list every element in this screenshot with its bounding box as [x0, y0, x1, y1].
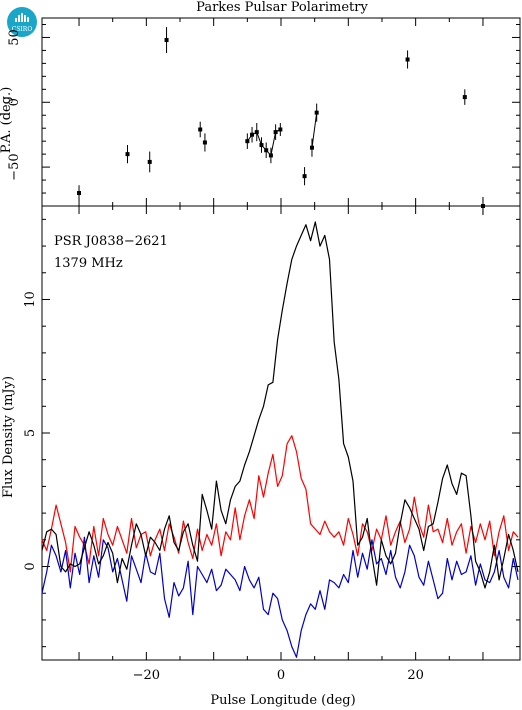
pa-point — [245, 133, 250, 149]
pa-point — [302, 167, 307, 186]
pa-point — [314, 103, 319, 122]
pa-marker — [309, 145, 314, 150]
pa-marker — [198, 127, 203, 132]
pa-y-axis-label: P.A. (deg.) — [0, 87, 14, 154]
flux-series-circular — [41, 536, 519, 658]
csiro-logo: CSIRO — [7, 7, 37, 37]
figure-title: Parkes Pulsar Polarimetry — [196, 0, 368, 15]
pa-axis-ticks — [42, 18, 520, 206]
pa-marker — [264, 148, 269, 153]
pa-marker — [259, 143, 264, 148]
flux-x-tick-label: 20 — [407, 668, 424, 683]
frequency-annotation: 1379 MHz — [54, 256, 123, 271]
pa-point — [198, 121, 203, 138]
flux-tick-labels: 0 5 10 −20 0 20 — [23, 291, 424, 683]
logo-text: CSIRO — [12, 26, 33, 33]
pa-panel: −50 0 50 P.A. (deg.) — [0, 17, 521, 216]
flux-y-tick-label: 10 — [23, 291, 38, 308]
pa-marker — [147, 159, 152, 164]
pa-y-tick-label: 0 — [7, 98, 22, 106]
pa-marker — [268, 153, 273, 158]
logo-bar — [15, 18, 17, 22]
pa-marker — [405, 57, 410, 62]
pa-marker — [77, 191, 82, 196]
pa-point — [273, 124, 278, 140]
flux-axis-ticks — [42, 206, 520, 660]
flux-series — [41, 221, 519, 658]
pulsar-name-annotation: PSR J0838−2621 — [54, 234, 168, 249]
pa-point — [264, 142, 269, 159]
pa-marker — [250, 132, 255, 137]
pa-point — [259, 137, 264, 153]
pa-marker — [254, 130, 259, 135]
pa-marker — [462, 95, 467, 100]
pa-point — [278, 123, 283, 136]
pa-tick-labels: −50 0 50 — [7, 29, 22, 181]
pa-point — [250, 126, 255, 143]
pa-point — [164, 27, 169, 54]
pa-marker — [273, 130, 278, 135]
flux-x-tick-label: 0 — [277, 668, 285, 683]
pa-y-tick-label: 50 — [7, 29, 22, 46]
flux-x-tick-label: −20 — [133, 668, 160, 683]
pa-connecting-line — [311, 112, 318, 148]
pa-point — [405, 50, 410, 69]
pa-point — [147, 151, 152, 173]
pa-marker — [314, 110, 319, 115]
flux-y-tick-label: 5 — [23, 429, 38, 437]
pa-point — [125, 145, 130, 164]
pa-marker — [125, 152, 130, 157]
flux-panel-frame — [41, 205, 521, 661]
flux-y-axis-label: Flux Density (mJy) — [1, 376, 16, 498]
logo-bar — [21, 13, 23, 22]
pa-marker — [245, 139, 250, 144]
pa-points — [77, 27, 485, 216]
logo-bar — [18, 15, 20, 22]
pa-marker — [302, 174, 307, 179]
pa-point — [77, 185, 82, 201]
flux-y-tick-label: 0 — [23, 562, 38, 570]
pa-y-tick-label: −50 — [7, 153, 22, 180]
flux-series-linear — [41, 435, 519, 573]
pa-point — [309, 138, 314, 157]
pa-point — [254, 123, 259, 142]
flux-panel: 0 5 10 −20 0 20 PSR J0838−2621 1379 MHz Pulse… — [1, 205, 521, 708]
flux-x-axis-label: Pulse Longitude (deg) — [210, 693, 355, 708]
logo-bar — [24, 15, 26, 22]
pa-marker — [164, 38, 169, 43]
logo-bar — [27, 17, 29, 22]
pa-point — [268, 147, 273, 164]
pa-marker — [202, 140, 207, 145]
pa-point — [202, 133, 207, 152]
pa-point — [462, 89, 467, 105]
pa-panel-frame — [41, 17, 521, 207]
flux-series-total — [41, 221, 519, 589]
pa-marker — [278, 127, 283, 132]
